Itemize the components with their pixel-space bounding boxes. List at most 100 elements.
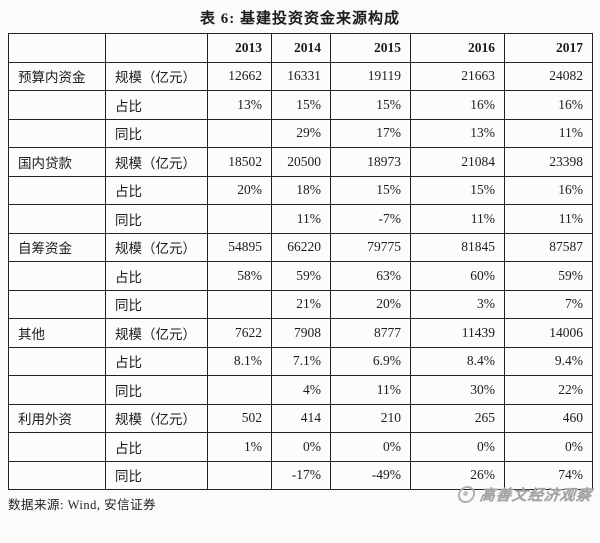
value-cell: 26% [410, 460, 505, 490]
value-cell: 7.1% [271, 346, 331, 376]
category-cell-empty [8, 375, 106, 405]
value-cell: 54895 [207, 232, 272, 262]
metric-cell: 占比 [105, 175, 208, 205]
value-cell: 21% [271, 289, 331, 319]
value-cell: 15% [330, 90, 411, 120]
value-cell: 11% [271, 204, 331, 234]
funding-sources-table: 2013 2014 2015 2016 2017 预算内资金 规模（亿元） 1266… [8, 33, 593, 490]
value-cell: 0% [410, 432, 505, 462]
value-cell: 79775 [330, 232, 411, 262]
value-cell: 59% [504, 261, 593, 291]
table-row: 同比 -17% -49% 26% 74% [8, 460, 593, 490]
category-cell-empty [8, 261, 106, 291]
table-row: 同比 21% 20% 3% 7% [8, 289, 593, 319]
metric-cell: 规模（亿元） [105, 318, 208, 348]
table-row: 同比 4% 11% 30% 22% [8, 375, 593, 405]
value-cell: 4% [271, 375, 331, 405]
value-cell: -7% [330, 204, 411, 234]
value-cell: 6.9% [330, 346, 411, 376]
category-cell-empty [8, 118, 106, 148]
value-cell: 15% [410, 175, 505, 205]
value-cell: 18973 [330, 147, 411, 177]
value-cell: 15% [271, 90, 331, 120]
metric-cell: 占比 [105, 261, 208, 291]
header-year-2016: 2016 [410, 33, 505, 63]
table-row: 预算内资金 规模（亿元） 12662 16331 19119 21663 24082 [8, 61, 593, 91]
value-cell: 24082 [504, 61, 593, 91]
value-cell: 17% [330, 118, 411, 148]
value-cell: 23398 [504, 147, 593, 177]
value-cell: 414 [271, 403, 331, 433]
value-cell: 3% [410, 289, 505, 319]
value-cell: 8777 [330, 318, 411, 348]
value-cell: 12662 [207, 61, 272, 91]
watermark-text: 高善文经济观察 [478, 488, 593, 504]
category-cell-empty [8, 289, 106, 319]
data-source-note: 数据来源: Wind, 安信证券 [8, 498, 157, 512]
table-row: 占比 58% 59% 63% 60% 59% [8, 261, 593, 291]
category-cell-empty [8, 432, 106, 462]
value-cell: 21084 [410, 147, 505, 177]
value-cell: 11% [504, 204, 593, 234]
table-row: 同比 11% -7% 11% 11% [8, 204, 593, 234]
value-cell: 19119 [330, 61, 411, 91]
category-cell-empty [8, 204, 106, 234]
category-cell: 国内贷款 [8, 147, 106, 177]
value-cell: 9.4% [504, 346, 593, 376]
header-blank-category [8, 33, 106, 63]
value-cell: 13% [410, 118, 505, 148]
metric-cell: 规模（亿元） [105, 403, 208, 433]
value-cell: 63% [330, 261, 411, 291]
value-cell: -49% [330, 460, 411, 490]
category-cell-empty [8, 460, 106, 490]
category-cell: 预算内资金 [8, 61, 106, 91]
value-cell: 30% [410, 375, 505, 405]
category-cell: 其他 [8, 318, 106, 348]
value-cell: 21663 [410, 61, 505, 91]
table-row: 国内贷款 规模（亿元） 18502 20500 18973 21084 23398 [8, 147, 593, 177]
value-cell: 16% [504, 175, 593, 205]
value-cell: 58% [207, 261, 272, 291]
category-cell-empty [8, 175, 106, 205]
category-cell: 利用外资 [8, 403, 106, 433]
value-cell: 7908 [271, 318, 331, 348]
table-row: 占比 8.1% 7.1% 6.9% 8.4% 9.4% [8, 346, 593, 376]
table-row: 占比 20% 18% 15% 15% 16% [8, 175, 593, 205]
value-cell [207, 375, 272, 405]
value-cell [207, 289, 272, 319]
value-cell: 22% [504, 375, 593, 405]
metric-cell: 同比 [105, 375, 208, 405]
metric-cell: 同比 [105, 460, 208, 490]
value-cell: 0% [504, 432, 593, 462]
value-cell: 0% [330, 432, 411, 462]
metric-cell: 占比 [105, 346, 208, 376]
value-cell: 7% [504, 289, 593, 319]
value-cell [207, 118, 272, 148]
watermark-circle-logo-icon [456, 486, 477, 503]
header-blank-metric [105, 33, 208, 63]
value-cell: 20% [207, 175, 272, 205]
metric-cell: 同比 [105, 118, 208, 148]
header-year-2015: 2015 [330, 33, 411, 63]
table-footer: 数据来源: Wind, 安信证券 高善文经济观察 [8, 486, 593, 513]
header-year-2013: 2013 [207, 33, 272, 63]
header-year-2017: 2017 [504, 33, 593, 63]
metric-cell: 同比 [105, 204, 208, 234]
value-cell: 1% [207, 432, 272, 462]
watermark: 高善文经济观察 [456, 484, 594, 505]
value-cell: 11% [330, 375, 411, 405]
value-cell: 11% [410, 204, 505, 234]
metric-cell: 规模（亿元） [105, 61, 208, 91]
value-cell: 7622 [207, 318, 272, 348]
value-cell: 460 [504, 403, 593, 433]
metric-cell: 规模（亿元） [105, 147, 208, 177]
value-cell: 20500 [271, 147, 331, 177]
value-cell: 16% [504, 90, 593, 120]
value-cell: 210 [330, 403, 411, 433]
value-cell: 15% [330, 175, 411, 205]
value-cell: 13% [207, 90, 272, 120]
value-cell: 18% [271, 175, 331, 205]
value-cell: 60% [410, 261, 505, 291]
value-cell: 16% [410, 90, 505, 120]
